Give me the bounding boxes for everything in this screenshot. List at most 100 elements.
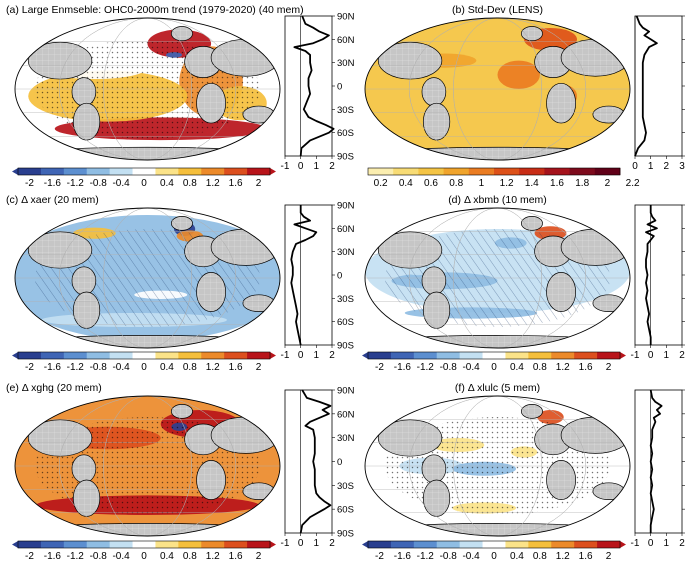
profile-x-tick-label: -1 (281, 350, 290, 361)
zonal-mean-line (634, 15, 658, 157)
colorbar-arrow-high (620, 541, 626, 548)
colorbar-swatch (224, 541, 248, 548)
colorbar-swatch (18, 352, 42, 359)
land-mass (521, 216, 543, 231)
latitude-label: 90S (337, 152, 354, 163)
colorbar-arrow-high (270, 168, 276, 175)
colorbar-tick-label: -2 (25, 362, 34, 373)
land-mass (210, 38, 280, 77)
colorbar-tick-label: 2 (256, 178, 262, 189)
map-border (14, 207, 281, 349)
colorbar-swatch (109, 541, 133, 548)
colorbar-tick-label: -1.2 (67, 362, 85, 373)
land-mass (72, 102, 101, 141)
colorbar-swatch (247, 168, 271, 175)
graticule-line (58, 18, 237, 160)
latitude-label: 0 (337, 457, 342, 468)
colorbar-tick-label: 0 (141, 362, 147, 373)
land-mass (196, 82, 227, 124)
colorbar-swatch (86, 541, 111, 548)
anomaly-field (537, 410, 564, 424)
map-border (364, 395, 631, 537)
panel-title: (c) Δ xaer (20 mem) (6, 194, 99, 206)
colorbar-swatch (597, 352, 621, 359)
colorbar-frame (367, 167, 621, 176)
colorbar-tick-label: -0.4 (112, 362, 130, 373)
colorbar-tick-label: 0.8 (449, 178, 463, 189)
colorbar-tick-label: 1.2 (206, 178, 220, 189)
latitude-label: 0 (337, 82, 342, 93)
land-mass (377, 146, 618, 160)
latitude-label: 90N (337, 12, 355, 23)
latitude-label: 60N (337, 224, 355, 235)
profile-x-tick-label: 1 (314, 350, 320, 361)
colorbar-swatch (436, 352, 461, 359)
colorbar-tick-label: -1.6 (44, 178, 62, 189)
land-mass (210, 228, 280, 266)
colorbar-tick-label: 0.4 (399, 178, 413, 189)
latitude-label: 90S (337, 529, 354, 540)
graticule-line (58, 208, 237, 348)
panel-title: (f) Δ xlulc (5 mem) (455, 382, 540, 394)
profile-x-tick-label: 1 (664, 538, 670, 549)
colorbar-swatch (459, 352, 483, 359)
colorbar-swatch (443, 168, 470, 175)
colorbar-tick-label: 0.4 (510, 551, 524, 562)
map-border (14, 17, 281, 161)
colorbar-tick-label: -0.8 (90, 178, 108, 189)
colorbar-swatch (594, 168, 621, 175)
graticule-line (408, 18, 587, 160)
latitude-label: 30N (337, 247, 355, 258)
colorbar-swatch (63, 168, 88, 175)
map-area (365, 208, 630, 348)
colorbar-swatch (178, 541, 202, 548)
zonal-mean-line (290, 205, 318, 346)
colorbar-swatch (390, 352, 415, 359)
land-mass (421, 454, 447, 484)
land-mass (170, 404, 193, 419)
colorbar-swatch (109, 352, 133, 359)
colorbar-swatch (551, 352, 575, 359)
latitude-label: 30S (337, 481, 354, 492)
colorbar-tick-label: 0.6 (424, 178, 438, 189)
land-mass (421, 77, 447, 107)
land-mass (377, 523, 618, 536)
profile-x-tick-label: 0 (648, 538, 654, 549)
panel-title: (b) Std-Dev (LENS) (452, 4, 543, 16)
map-area (15, 396, 280, 536)
latitude-label: 30S (337, 294, 354, 305)
profile-x-tick-label: -1 (631, 538, 640, 549)
graticule-line (103, 208, 192, 348)
colorbar-swatch (519, 168, 545, 175)
colorbar-swatch (505, 541, 529, 548)
colorbar-swatch (109, 168, 133, 175)
profile-x-tick-label: 1 (314, 161, 320, 172)
map-border (14, 395, 281, 537)
colorbar-tick-label: 1.6 (229, 362, 243, 373)
land-mass (377, 41, 443, 80)
colorbar-swatch (132, 168, 156, 175)
colorbar-tick-label: -0.8 (90, 551, 108, 562)
land-mass (242, 482, 276, 500)
latitude-label: 0 (337, 271, 342, 282)
latitude-label: 60N (337, 409, 355, 420)
latitude-label: 30N (337, 58, 355, 69)
land-mass (592, 294, 626, 312)
colorbar-tick-label: -0.8 (90, 362, 108, 373)
map-area (15, 18, 280, 160)
latitude-label: 30S (337, 105, 354, 116)
colorbar-tick-label: 0.8 (183, 551, 197, 562)
colorbar-swatch (86, 168, 111, 175)
land-mass (377, 335, 618, 348)
land-mass (72, 479, 101, 517)
colorbar-frame (17, 540, 271, 549)
map-area (15, 208, 280, 348)
colorbar-swatch (247, 352, 271, 359)
colorbar-swatch (224, 352, 248, 359)
anomaly-field (497, 60, 540, 89)
colorbar-swatch (390, 541, 415, 548)
colorbar-arrow-low (12, 541, 18, 548)
colorbar-tick-label: 1.2 (556, 551, 570, 562)
colorbar-tick-label: 1.4 (525, 178, 539, 189)
